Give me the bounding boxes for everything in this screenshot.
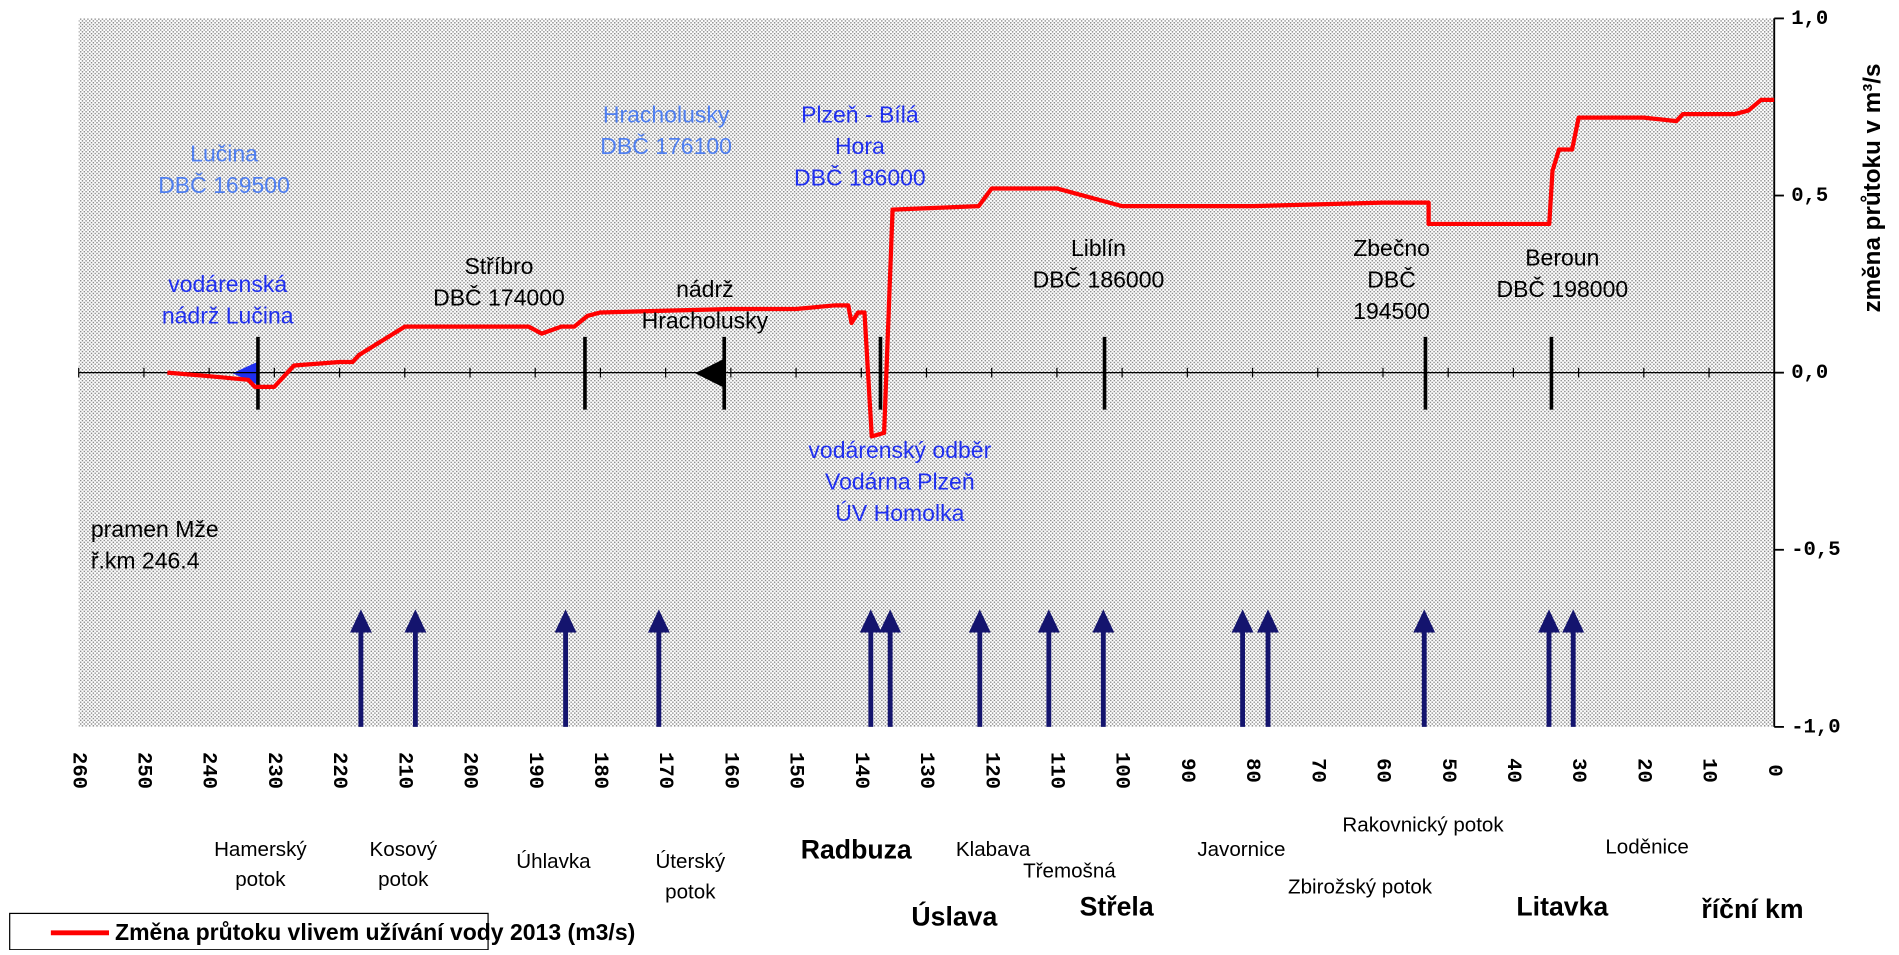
legend-label: Změna průtoku vlivem užívání vody 2013 (…	[115, 919, 635, 945]
annotation: Lučina	[190, 140, 258, 166]
x-tick-label: 220	[327, 752, 350, 789]
x-tick-label: 190	[523, 752, 546, 789]
x-tick-label: 210	[392, 752, 415, 789]
tributary-arrow-head	[859, 609, 882, 633]
annotation: vodárenská	[168, 271, 287, 297]
annotation: DBČ 198000	[1496, 275, 1628, 302]
annotation: nádrž Lučina	[162, 303, 294, 329]
x-tick-label: 30	[1566, 758, 1589, 783]
tributary-label: Třemošná	[1023, 860, 1116, 883]
tributary-arrow-head	[1037, 609, 1060, 633]
tributary-arrow-head	[1562, 609, 1585, 633]
annotation: Plzeň - Bílá	[801, 102, 919, 128]
tributary-label: Úslava	[911, 901, 997, 931]
tributary-arrow-head	[554, 609, 577, 633]
x-tick-label: 60	[1371, 758, 1394, 783]
tributary-arrow-head	[350, 609, 372, 633]
tributary-label: Litavka	[1516, 892, 1608, 922]
x-tick-label: 40	[1501, 758, 1524, 783]
x-tick-label: 0	[1762, 764, 1785, 776]
tributary-label: Javornice	[1197, 838, 1285, 861]
x-tick-label: 70	[1305, 758, 1328, 783]
x-tick-label: 260	[66, 752, 89, 789]
tributary-arrow-head	[1413, 609, 1436, 633]
x-tick-label: 50	[1436, 758, 1459, 783]
tributary-arrow-head	[1257, 609, 1279, 633]
x-tick-label: 10	[1697, 758, 1720, 783]
annotation: Zbečno	[1353, 235, 1430, 261]
annotation: vodárenský odběr	[808, 437, 991, 463]
annotation: DBČ 176100	[600, 132, 732, 159]
annotation: Vodárna Plzeň	[825, 469, 975, 495]
tributary-arrow-head	[1231, 609, 1254, 633]
y-tick-label: 1,0	[1791, 8, 1828, 31]
y-tick-label: 0,0	[1791, 362, 1828, 385]
x-tick-label: 250	[131, 752, 154, 789]
annotation: Hora	[835, 133, 885, 159]
y-axis-label: změna průtoku v m³/s	[1859, 63, 1886, 312]
annotation: DBČ 186000	[794, 164, 926, 191]
annotation: Hracholusky	[603, 102, 730, 128]
tributary-arrow-head	[404, 609, 427, 633]
annotation: DBČ 169500	[158, 171, 290, 198]
tributary-label: potok	[665, 880, 716, 903]
y-tick-label: -1,0	[1791, 716, 1840, 739]
x-tick-label: 120	[979, 752, 1002, 789]
tributary-arrow-head	[968, 609, 991, 633]
x-tick-label: 180	[588, 752, 611, 789]
x-tick-label: 170	[653, 752, 676, 789]
tributary-label: Hamerský	[214, 838, 307, 861]
annotation: Liblín	[1071, 235, 1126, 261]
y-tick-label: 0,5	[1791, 185, 1828, 208]
tributary-label: Radbuza	[801, 835, 912, 865]
tributary-label: Kosový	[370, 838, 438, 861]
annotation: DBČ	[1367, 265, 1416, 292]
x-tick-label: 100	[1110, 752, 1133, 789]
annotation: nádrž	[676, 276, 734, 302]
tributary-arrow-head	[647, 609, 670, 633]
tributary-label: Úhlavka	[516, 850, 591, 873]
annotation: Hracholusky	[642, 307, 769, 333]
x-tick-label: 240	[197, 752, 220, 789]
annotation: pramen Mže	[91, 516, 219, 542]
tributary-label: Zbirožský potok	[1288, 875, 1433, 898]
x-tick-label: 230	[262, 752, 285, 789]
tributary-arrow-head	[1538, 609, 1560, 633]
tributary-label: Loděnice	[1605, 835, 1689, 858]
annotation: ř.km 246.4	[91, 547, 200, 573]
x-tick-label: 160	[718, 752, 741, 789]
tributary-arrow-head	[1092, 609, 1115, 633]
annotation: 194500	[1353, 298, 1430, 324]
x-axis-label: říční km	[1701, 894, 1803, 924]
data-line	[167, 97, 1775, 439]
annotation: ÚV Homolka	[835, 500, 964, 526]
annotation: DBČ 174000	[433, 283, 565, 310]
x-tick-label: 140	[849, 752, 872, 789]
x-tick-label: 80	[1240, 758, 1263, 783]
annotation: DBČ 186000	[1033, 265, 1165, 292]
tributary-label: potok	[235, 868, 286, 891]
tributary-arrow-head	[879, 609, 902, 633]
x-tick-label: 110	[1044, 752, 1067, 789]
x-tick-label: 20	[1631, 758, 1654, 783]
tributary-label: Klabava	[956, 838, 1031, 861]
tributary-label: Rakovnický potok	[1342, 814, 1504, 837]
x-tick-label: 150	[784, 752, 807, 789]
y-tick-label: -0,5	[1791, 539, 1840, 562]
x-tick-label: 130	[914, 752, 937, 789]
tributary-label: potok	[378, 868, 429, 891]
x-tick-label: 200	[458, 752, 481, 789]
annotation: Beroun	[1525, 245, 1599, 271]
tributary-label: Střela	[1080, 892, 1154, 922]
x-tick-label: 90	[1175, 758, 1198, 783]
annotation: Stříbro	[464, 253, 533, 279]
tributary-label: Úterský	[655, 850, 725, 873]
